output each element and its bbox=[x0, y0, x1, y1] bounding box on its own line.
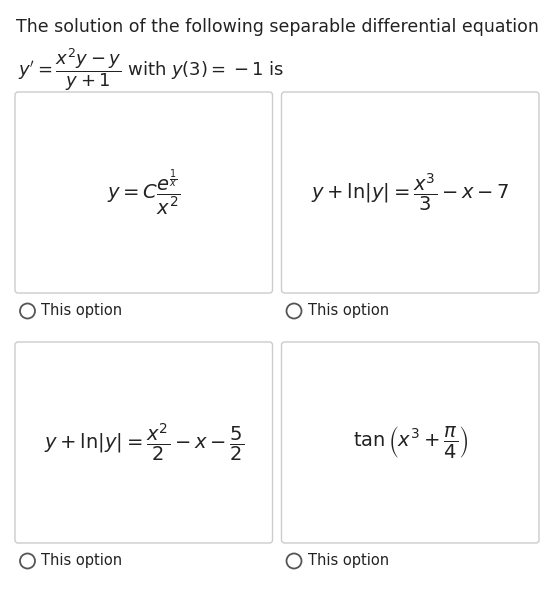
Text: This option: This option bbox=[307, 304, 388, 318]
FancyBboxPatch shape bbox=[15, 92, 273, 293]
Text: This option: This option bbox=[41, 554, 122, 568]
FancyBboxPatch shape bbox=[281, 92, 539, 293]
FancyBboxPatch shape bbox=[15, 342, 273, 543]
Text: This option: This option bbox=[41, 304, 122, 318]
Text: This option: This option bbox=[307, 554, 388, 568]
Text: $y = C\dfrac{e^{\frac{1}{x}}}{x^2}$: $y = C\dfrac{e^{\frac{1}{x}}}{x^2}$ bbox=[107, 168, 181, 217]
Text: $y + \ln|y| = \dfrac{x^3}{3} - x - 7$: $y + \ln|y| = \dfrac{x^3}{3} - x - 7$ bbox=[311, 172, 510, 213]
Text: $y' = \dfrac{x^2y-y}{y+1}$ with $y(3) = -1$ is: $y' = \dfrac{x^2y-y}{y+1}$ with $y(3) = … bbox=[18, 46, 284, 93]
FancyBboxPatch shape bbox=[281, 342, 539, 543]
Text: $y + \ln|y| = \dfrac{x^2}{2} - x - \dfrac{5}{2}$: $y + \ln|y| = \dfrac{x^2}{2} - x - \dfra… bbox=[44, 422, 244, 463]
Text: The solution of the following separable differential equation: The solution of the following separable … bbox=[16, 18, 538, 36]
Text: $\tan\left(x^3 + \dfrac{\pi}{4}\right)$: $\tan\left(x^3 + \dfrac{\pi}{4}\right)$ bbox=[352, 425, 468, 460]
